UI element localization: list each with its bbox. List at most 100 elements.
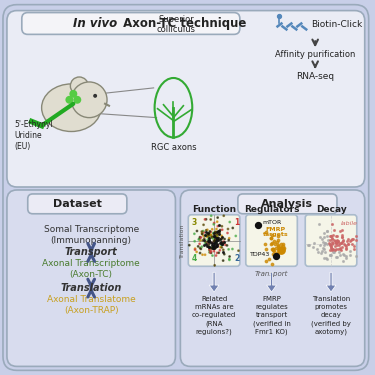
Point [208,248,214,254]
Point [270,248,276,254]
Point [333,238,339,244]
Point [212,244,218,250]
Point [332,249,338,255]
Point [204,234,210,240]
Point [353,253,359,259]
Point [279,248,285,254]
Circle shape [71,82,107,118]
Point [275,242,281,248]
Text: FMRP
targets: FMRP targets [263,226,288,237]
Point [198,234,204,240]
Point [344,238,350,244]
Point [327,241,333,247]
Ellipse shape [42,84,101,132]
Point [333,246,339,252]
Point [209,226,215,232]
Point [219,223,225,229]
Point [221,251,227,257]
Point [208,232,214,238]
Point [216,250,222,256]
Point [205,237,211,243]
Point [211,220,217,226]
Point [348,240,354,246]
Point [326,240,332,246]
Point [214,228,220,234]
Point [192,238,198,244]
Point [201,230,207,236]
Point [275,234,281,240]
Point [334,239,340,245]
Point [226,257,232,263]
Point [266,256,272,262]
Point [210,245,216,251]
Point [213,226,219,232]
Point [203,216,209,222]
Point [192,246,198,252]
Point [351,243,357,249]
Point [213,229,219,235]
Point [210,246,216,252]
Point [199,229,205,235]
Point [218,242,224,248]
Point [340,238,346,244]
Point [201,237,207,243]
Point [208,216,214,222]
Point [320,239,326,245]
Point [270,251,276,257]
Point [271,238,277,244]
Point [216,230,222,236]
Point [214,243,220,249]
Text: 2: 2 [234,254,239,263]
FancyBboxPatch shape [28,194,127,214]
Point [219,234,225,240]
Point [322,240,328,246]
Point [214,236,220,242]
Point [221,213,227,219]
Point [214,236,220,242]
Point [226,235,232,241]
Point [211,221,217,227]
Point [208,250,214,256]
Point [343,246,349,252]
Point [202,232,208,238]
Point [209,242,214,248]
Text: Axonal Translatome
(Axon-TRAP): Axonal Translatome (Axon-TRAP) [47,295,135,315]
Point [305,242,311,248]
Point [332,228,338,234]
Point [344,245,350,251]
Circle shape [74,96,81,104]
Point [204,227,210,233]
Point [275,237,281,243]
Point [221,240,227,246]
Point [255,222,261,228]
Point [340,252,346,258]
Point [206,244,212,250]
Circle shape [65,96,74,104]
Point [329,237,335,243]
Point [263,229,269,235]
Point [347,248,353,254]
Point [334,254,340,260]
Point [214,235,220,241]
Point [214,214,220,220]
Point [214,219,220,225]
FancyBboxPatch shape [180,190,365,366]
Point [217,240,223,246]
Point [212,237,218,243]
FancyBboxPatch shape [3,4,369,370]
Point [226,237,232,243]
Point [336,240,342,246]
Point [213,243,219,249]
Point [353,237,359,243]
Point [191,231,197,237]
Point [214,242,220,248]
Point [330,237,336,243]
Point [219,241,225,247]
Point [327,242,333,248]
Point [333,240,339,246]
Point [279,246,285,252]
Point [330,232,336,238]
Point [210,243,216,249]
Point [214,233,220,239]
Point [333,233,339,239]
